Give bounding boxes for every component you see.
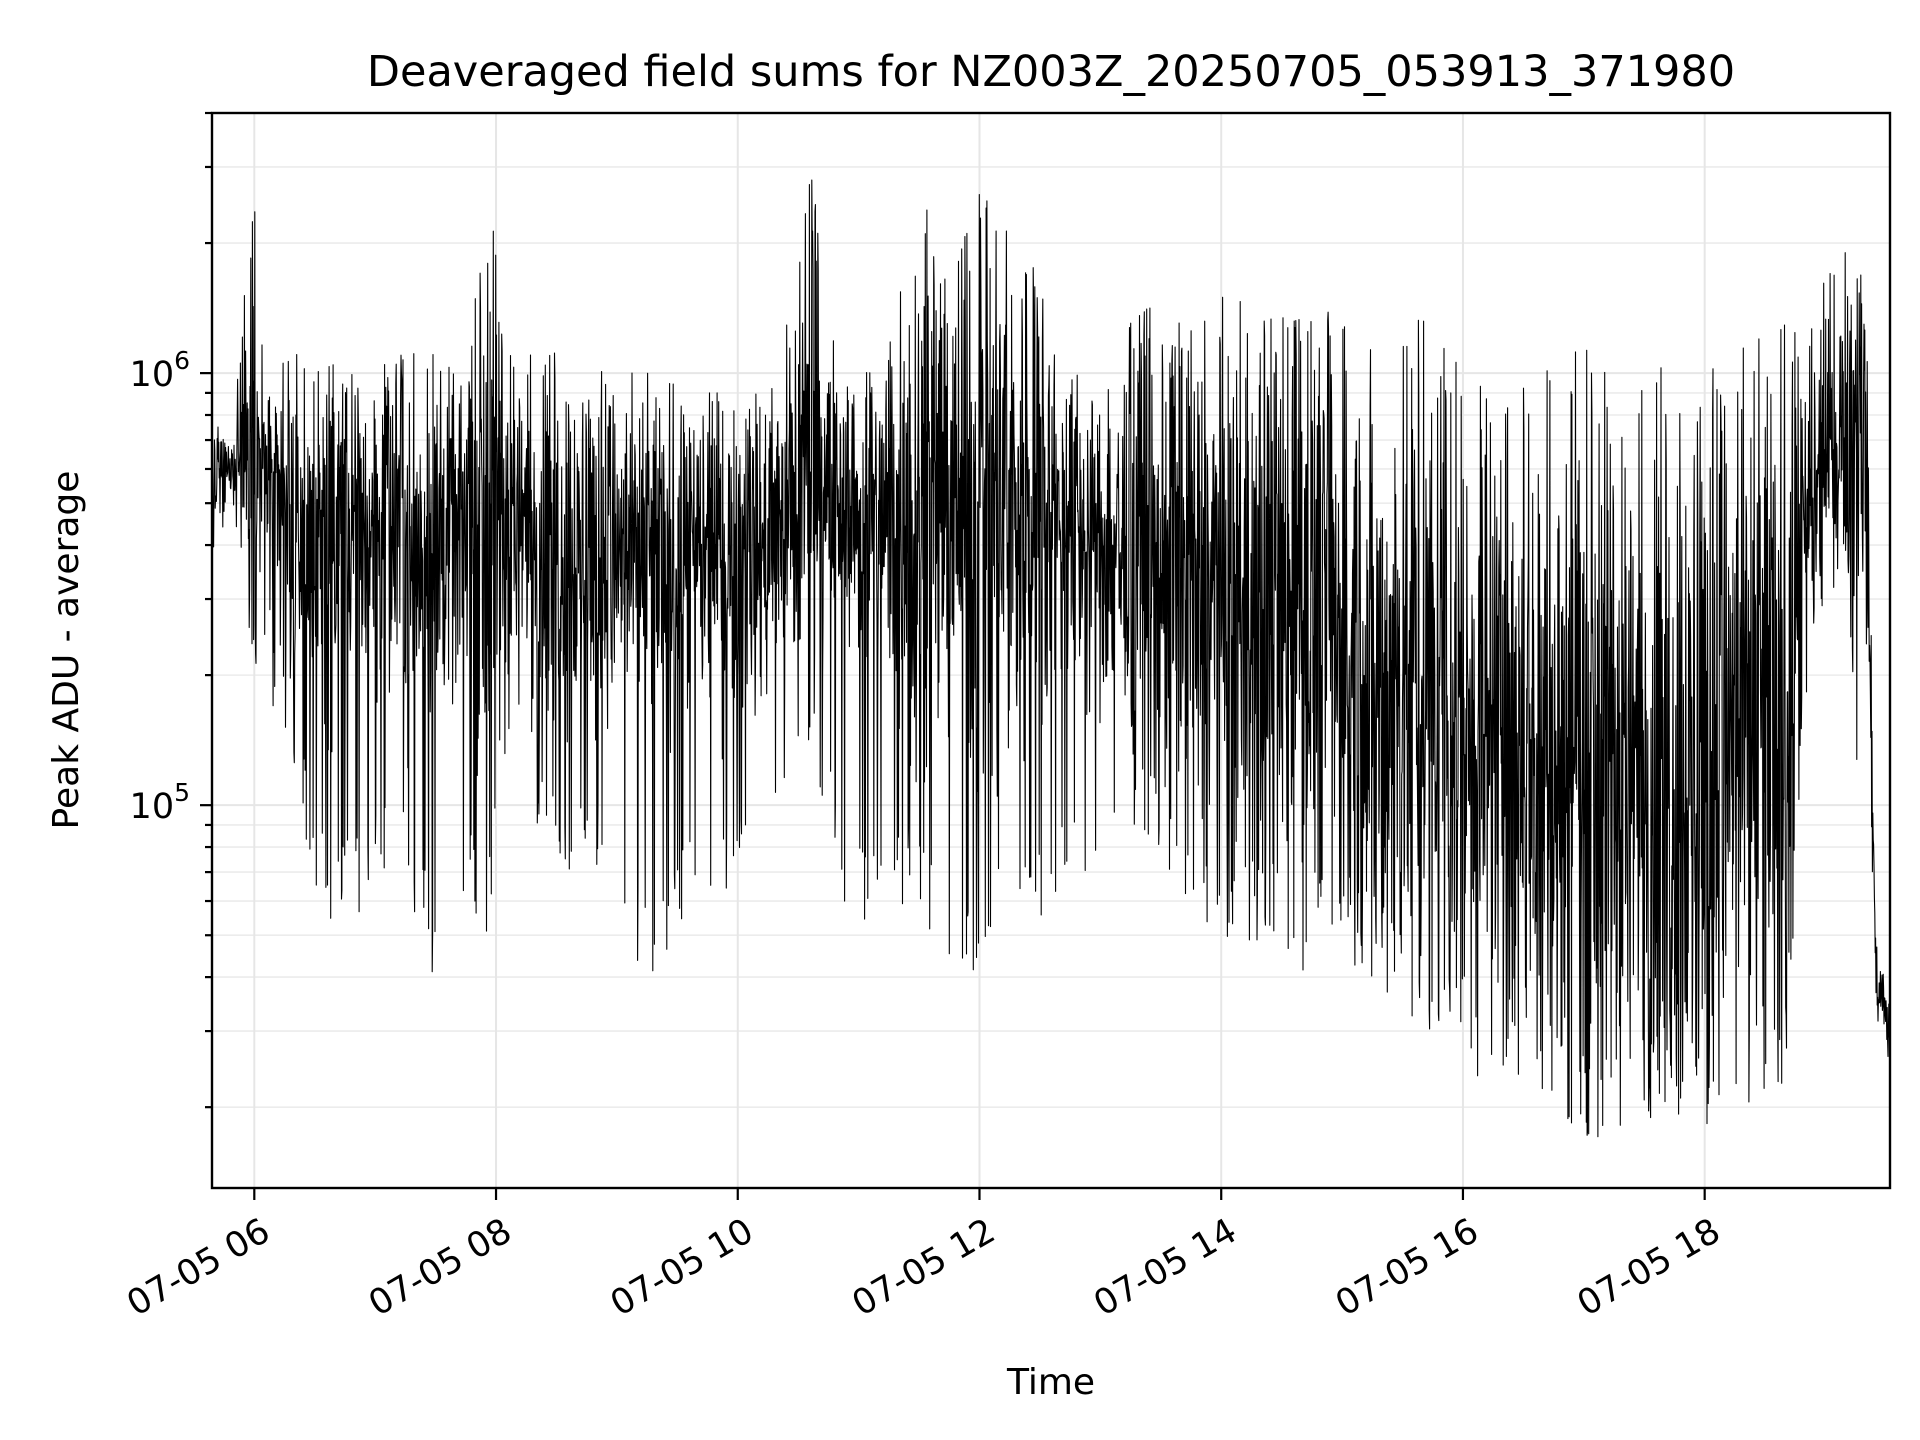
x-axis-label: Time bbox=[1006, 1362, 1095, 1403]
x-tick-label: 07-05 06 bbox=[121, 1211, 277, 1324]
x-tick-label: 07-05 14 bbox=[1087, 1211, 1243, 1324]
x-tick-label: 07-05 12 bbox=[846, 1211, 1002, 1324]
x-tick-label: 07-05 16 bbox=[1329, 1211, 1485, 1324]
x-tick-label: 07-05 18 bbox=[1571, 1211, 1727, 1324]
x-tick-label: 07-05 08 bbox=[362, 1211, 518, 1324]
x-tick-label: 07-05 10 bbox=[604, 1211, 760, 1324]
series-layer bbox=[211, 179, 1891, 1138]
series-line bbox=[211, 179, 1891, 1138]
y-tick-label: 106 bbox=[130, 346, 190, 395]
y-axis: 105 106 bbox=[130, 111, 212, 1109]
y-axis-label: Peak ADU - average bbox=[46, 471, 87, 830]
plot-frame bbox=[210, 111, 1892, 1190]
y-tick-label: 105 bbox=[130, 778, 190, 827]
chart-title: Deaveraged field sums for NZ003Z_2025070… bbox=[367, 47, 1735, 97]
x-axis: 07-05 06 07-05 08 07-05 10 07-05 12 07-05 14… bbox=[121, 1188, 1727, 1324]
